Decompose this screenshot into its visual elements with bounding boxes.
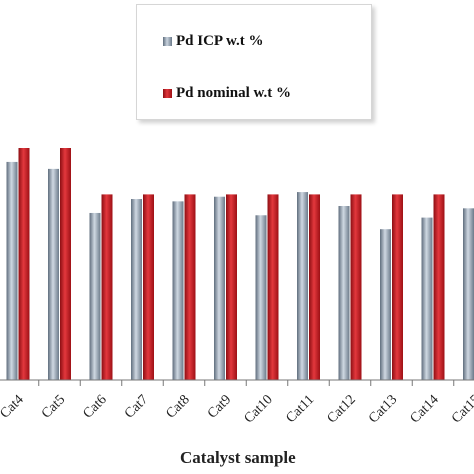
x-tick-labels: Cat4 Cat5 Cat6 Cat7 Cat8 Cat9 Cat10 Cat11 Cat12 C… [0, 392, 474, 426]
bar-nominal-cat5 [60, 148, 71, 380]
legend-label-icp: Pd ICP w.t % [176, 33, 264, 49]
bar-icp-cat6 [89, 212, 101, 380]
legend-swatch-nominal [163, 89, 172, 98]
x-tick-label-cat4: Cat4 [0, 392, 27, 421]
legend: Pd ICP w.t % Pd nominal w.t % [136, 4, 372, 120]
bar-nominal-cat14 [433, 194, 445, 380]
bar-icp-cat9 [214, 196, 225, 380]
x-tick-label-cat9: Cat9 [205, 392, 234, 421]
legend-item-nominal: Pd nominal w.t % [163, 85, 291, 102]
x-tick-label-cat8: Cat8 [164, 392, 193, 421]
bar-icp-cat8 [172, 201, 184, 380]
x-axis-title: Catalyst sample [180, 448, 296, 467]
bar-nominal-cat7 [143, 194, 154, 380]
x-tick-label-cat10: Cat10 [242, 392, 276, 426]
bar-icp-cat11 [297, 192, 308, 380]
bar-icp-cat15 [463, 208, 474, 380]
x-tick-label-cat6: Cat6 [81, 392, 110, 421]
legend-label-nominal: Pd nominal w.t % [176, 85, 292, 101]
legend-item-icp: Pd ICP w.t % [163, 33, 264, 50]
bar-group [6, 148, 474, 380]
bar-nominal-cat4 [18, 148, 30, 380]
x-tick-label-cat14: Cat14 [408, 392, 442, 426]
bar-icp-cat14 [421, 217, 433, 380]
x-tick-label-cat15: Cat15 [449, 392, 474, 426]
bar-icp-cat12 [338, 206, 350, 380]
bar-nominal-cat6 [101, 194, 113, 380]
bar-nominal-cat8 [184, 194, 196, 380]
bar-icp-cat5 [48, 168, 59, 380]
legend-swatch-icp [163, 37, 172, 46]
bar-nominal-cat11 [309, 194, 320, 380]
bar-nominal-cat12 [350, 194, 362, 380]
x-tick-label-cat5: Cat5 [39, 392, 68, 421]
bar-nominal-cat9 [226, 194, 237, 380]
bar-nominal-cat13 [392, 194, 403, 380]
x-tick-marks [38, 380, 455, 386]
bar-nominal-cat10 [267, 194, 279, 380]
bar-icp-cat10 [255, 215, 267, 380]
x-tick-label-cat13: Cat13 [366, 392, 400, 426]
bar-icp-cat7 [131, 199, 142, 380]
x-tick-label-cat7: Cat7 [122, 392, 151, 421]
x-tick-label-cat11: Cat11 [283, 392, 317, 426]
bar-icp-cat13 [380, 229, 391, 380]
x-tick-label-cat12: Cat12 [325, 392, 359, 426]
bar-icp-cat4 [6, 161, 18, 380]
